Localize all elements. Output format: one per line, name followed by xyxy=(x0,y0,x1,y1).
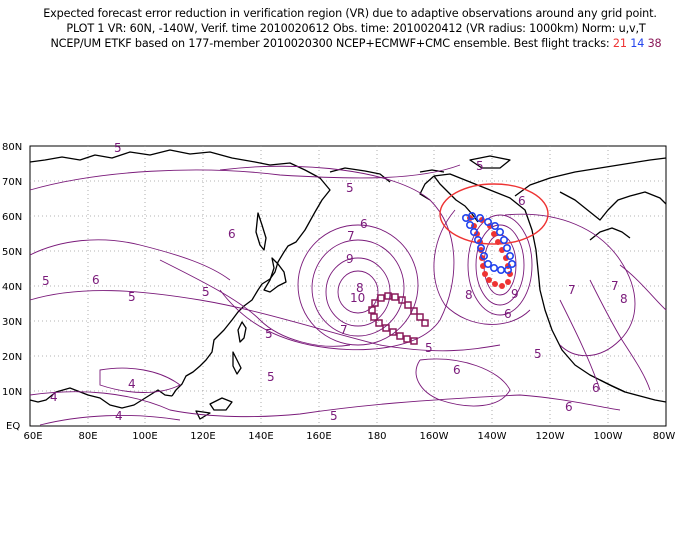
lat-label: 30N xyxy=(2,317,22,328)
contour-label: 5 xyxy=(128,290,136,304)
contour-label: 5 xyxy=(42,274,50,288)
contour-label: 6 xyxy=(360,217,368,231)
lon-label: 140W xyxy=(478,431,507,442)
lat-label: 10N xyxy=(2,387,22,398)
contour-label: 5 xyxy=(476,159,484,173)
contour-label: 8 xyxy=(356,281,364,295)
contour-label: 5 xyxy=(202,285,210,299)
contour-label: 4 xyxy=(128,377,136,391)
contour-lines xyxy=(29,164,667,426)
contour-label: 7 xyxy=(347,229,355,243)
title-line-2: PLOT 1 VR: 60N, -140W, Verif. time 20100… xyxy=(66,22,646,35)
lon-label: 60E xyxy=(23,431,42,442)
contour-label: 7 xyxy=(568,283,576,297)
lon-label: 140E xyxy=(248,431,273,442)
latitude-labels: 80N 70N 60N 50N 40N 30N 20N 10N EQ xyxy=(2,142,22,432)
contour-label: 5 xyxy=(265,327,273,341)
flight-track-38 xyxy=(368,292,429,345)
contour-label: 8 xyxy=(620,292,628,306)
lon-label: 180 xyxy=(367,431,386,442)
contour-labels: 5 6 7 8 9 10 5 6 7 8 9 6 5 6 6 7 8 7 6 5… xyxy=(42,141,628,423)
lat-label: EQ xyxy=(6,421,20,432)
contour-label: 7 xyxy=(340,323,348,337)
title-line-1: Expected forecast error reduction in ver… xyxy=(43,7,657,20)
contour-label: 4 xyxy=(50,390,58,404)
contour-label: 6 xyxy=(592,381,600,395)
lat-label: 70N xyxy=(2,177,22,188)
track-label-14: 14 xyxy=(630,37,645,50)
lat-label: 80N xyxy=(2,142,22,153)
lon-label: 100E xyxy=(132,431,157,442)
contour-label: 5 xyxy=(114,141,122,155)
lon-label: 80W xyxy=(653,431,676,442)
contour-label: 5 xyxy=(330,409,338,423)
lat-label: 60N xyxy=(2,212,22,223)
contour-label: 6 xyxy=(92,273,100,287)
contour-label: 6 xyxy=(518,194,526,208)
lon-label: 100W xyxy=(594,431,623,442)
lon-label: 80E xyxy=(78,431,97,442)
lon-label: 120E xyxy=(190,431,215,442)
lon-label: 160W xyxy=(420,431,449,442)
contour-label: 6 xyxy=(504,307,512,321)
contour-label: 5 xyxy=(534,347,542,361)
lon-label: 160E xyxy=(306,431,331,442)
contour-label: 7 xyxy=(611,279,619,293)
contour-label: 6 xyxy=(565,400,573,414)
title-line-3-text: NCEP/UM ETKF based on 177-member 2010020… xyxy=(50,37,610,50)
lat-label: 40N xyxy=(2,282,22,293)
contour-label: 5 xyxy=(267,370,275,384)
contour-label: 5 xyxy=(425,341,433,355)
lat-label: 50N xyxy=(2,247,22,258)
lon-label: 120W xyxy=(536,431,565,442)
title-line-3: NCEP/UM ETKF based on 177-member 2010020… xyxy=(6,37,700,50)
contour-label: 10 xyxy=(350,291,365,305)
track-label-38: 38 xyxy=(647,37,662,50)
flight-track-14 xyxy=(461,212,516,274)
contour-label: 5 xyxy=(346,181,354,195)
contour-label: 4 xyxy=(115,409,123,423)
track-label-21: 21 xyxy=(612,37,627,50)
contour-label: 6 xyxy=(453,363,461,377)
contour-label: 8 xyxy=(465,288,473,302)
contour-label: 6 xyxy=(228,227,236,241)
lat-label: 20N xyxy=(2,352,22,363)
contour-label: 9 xyxy=(511,287,519,301)
longitude-labels: 60E 80E 100E 120E 140E 160E 180 160W 140… xyxy=(23,431,675,442)
contour-label: 9 xyxy=(346,252,354,266)
verification-region-circle xyxy=(439,183,549,245)
